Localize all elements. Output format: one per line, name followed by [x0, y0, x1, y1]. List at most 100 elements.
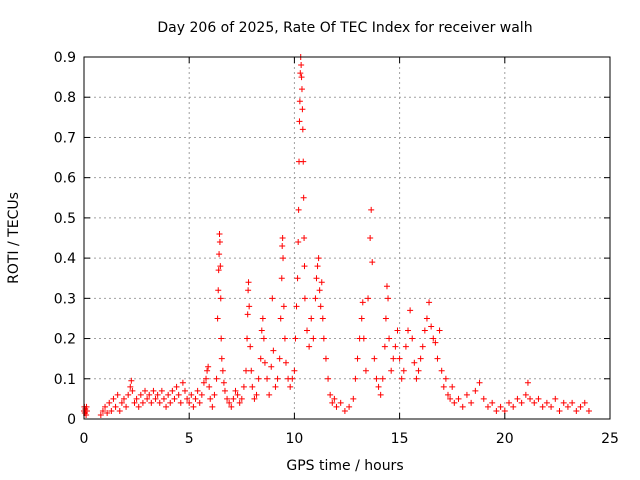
data-point: [125, 391, 132, 398]
data-point: [291, 367, 298, 374]
data-point: [83, 407, 90, 414]
data-point: [367, 235, 374, 241]
data-point: [276, 355, 283, 362]
data-point: [506, 399, 513, 406]
data-point: [360, 335, 367, 342]
data-point: [248, 367, 255, 374]
x-tick-label: 25: [601, 431, 619, 447]
data-point: [298, 74, 305, 81]
data-point: [407, 307, 414, 314]
data-point: [527, 395, 534, 402]
data-point: [489, 399, 496, 406]
grid: [84, 57, 610, 419]
data-point: [277, 315, 284, 322]
data-point: [272, 383, 279, 390]
data-point: [198, 391, 205, 398]
data-point: [266, 391, 273, 398]
data-point: [249, 383, 256, 390]
data-point: [148, 399, 155, 406]
data-point: [179, 379, 186, 386]
data-point: [438, 367, 445, 374]
data-point: [215, 287, 222, 294]
data-point: [337, 399, 344, 406]
data-point: [382, 315, 389, 322]
data-point: [216, 251, 223, 258]
data-point: [415, 367, 422, 374]
data-point: [493, 407, 500, 414]
data-point: [472, 387, 479, 394]
data-point: [298, 62, 305, 69]
data-point: [322, 355, 329, 362]
data-point: [139, 399, 146, 406]
data-point: [190, 403, 197, 410]
data-point: [216, 239, 223, 246]
data-point: [329, 399, 336, 406]
data-point: [369, 259, 376, 266]
data-point: [468, 399, 475, 406]
data-point: [518, 399, 525, 406]
data-point: [196, 399, 203, 406]
data-point: [171, 395, 178, 402]
data-point: [230, 395, 237, 402]
data-point: [308, 315, 315, 322]
data-point: [300, 158, 307, 165]
data-point: [585, 407, 592, 414]
data-point: [213, 375, 220, 382]
data-point: [405, 327, 412, 334]
data-point: [510, 403, 517, 410]
data-point: [394, 327, 401, 334]
data-point: [297, 70, 304, 77]
data-point: [234, 391, 241, 398]
data-point: [296, 118, 303, 125]
y-tick-label: 0.9: [54, 50, 76, 66]
y-tick-labels: 0 0.1 0.2 0.3 0.4 0.5 0.6 0.7 0.8 0.9: [54, 50, 76, 428]
data-point: [423, 315, 430, 322]
data-point: [299, 106, 306, 113]
data-point: [459, 403, 466, 410]
data-point: [211, 391, 218, 398]
data-point: [411, 359, 418, 366]
data-point: [463, 391, 470, 398]
y-tick-label: 0.2: [54, 332, 76, 348]
data-point: [247, 343, 254, 350]
data-point: [398, 375, 405, 382]
data-point: [560, 399, 567, 406]
x-tick-label: 10: [285, 431, 303, 447]
data-point: [268, 363, 275, 370]
data-point: [300, 194, 307, 201]
data-point: [118, 399, 125, 406]
data-point: [97, 411, 104, 418]
data-point: [216, 230, 223, 237]
data-point: [217, 295, 224, 302]
data-point: [400, 367, 407, 374]
data-point: [282, 359, 289, 366]
data-point: [257, 355, 264, 362]
data-point: [539, 403, 546, 410]
data-point: [146, 391, 153, 398]
data-point: [217, 263, 224, 270]
data-point: [120, 395, 127, 402]
y-tick-label: 0.1: [54, 372, 76, 388]
data-point: [232, 387, 239, 394]
data-point: [421, 327, 428, 334]
data-point: [240, 383, 247, 390]
data-point: [436, 327, 443, 334]
data-point: [289, 375, 296, 382]
data-point: [279, 235, 286, 241]
data-point: [169, 387, 176, 394]
data-point: [236, 399, 243, 406]
data-point: [327, 391, 334, 398]
data-point: [280, 303, 287, 310]
data-point: [158, 387, 165, 394]
data-point: [449, 383, 456, 390]
data-point: [218, 355, 225, 362]
data-point: [245, 287, 252, 294]
x-tick-labels: 0 5 10 15 20 25: [80, 431, 619, 447]
data-point: [204, 367, 211, 374]
data-point: [106, 399, 113, 406]
y-tick-label: 0.8: [54, 90, 76, 106]
data-point: [314, 263, 321, 270]
data-point: [108, 407, 115, 414]
data-point: [318, 279, 325, 286]
